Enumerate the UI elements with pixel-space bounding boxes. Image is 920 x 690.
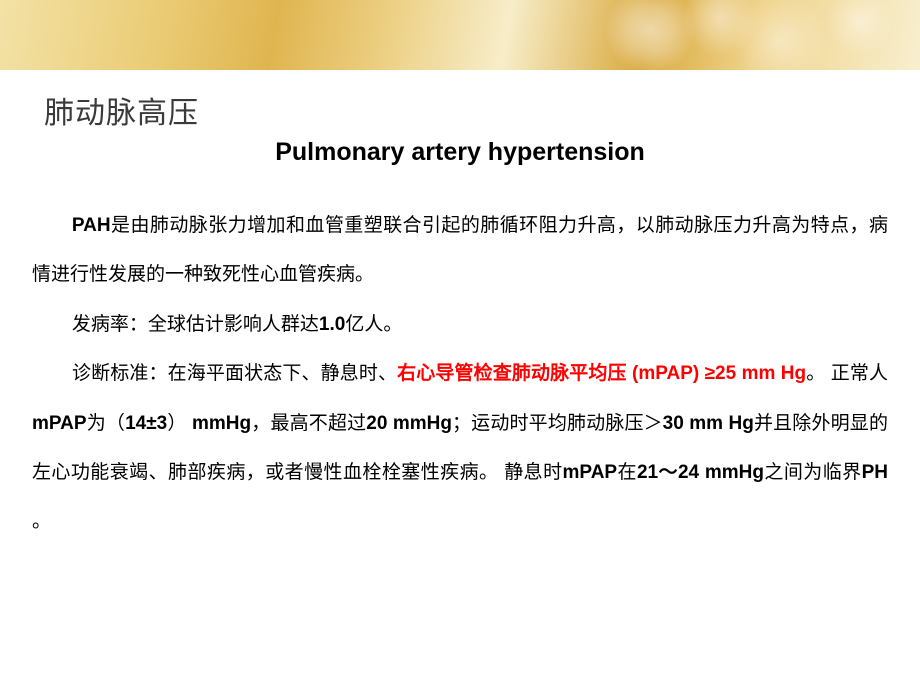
- text-definition: 是由肺动脉张力增加和血管重塑联合引起的肺循环阻力升高，以肺动脉压力升高为特点，病…: [32, 215, 888, 285]
- value-14-3: 14±3: [125, 413, 167, 434]
- text-diag-a: 诊断标准：在海平面状态下、静息时、: [72, 363, 397, 384]
- text-incidence-b: 亿人。: [345, 314, 402, 335]
- value-20mmhg: 20 mmHg: [366, 413, 452, 434]
- title-chinese: 肺动脉高压: [44, 88, 890, 132]
- text-incidence-a: 发病率：全球估计影响人群达: [72, 314, 319, 335]
- slide-content: 肺动脉高压 Pulmonary artery hypertension PAH是…: [0, 70, 920, 547]
- text-diag-h: 在: [617, 462, 637, 483]
- value-30mmhg: 30 mm Hg: [663, 413, 754, 434]
- text-diag-j: 。: [32, 511, 51, 532]
- highlight-mpap-criterion: 右心导管检查肺动脉平均压 (mPAP) ≥25 mm Hg: [397, 363, 806, 384]
- text-diag-f: ；运动时平均肺动脉压＞: [452, 413, 663, 434]
- term-mpap-2: mPAP: [563, 462, 618, 483]
- title-english: Pulmonary artery hypertension: [30, 138, 890, 167]
- unit-mmhg-1: mmHg: [192, 413, 251, 434]
- value-21-24: 21～24 mmHg: [637, 462, 764, 483]
- paragraph-incidence: 发病率：全球估计影响人群达1.0亿人。: [32, 300, 888, 349]
- term-ph: PH: [862, 462, 888, 483]
- term-mpap-1: mPAP: [32, 413, 87, 434]
- text-diag-d: ）: [167, 413, 192, 434]
- term-pah: PAH: [72, 215, 111, 236]
- paragraph-diagnosis: 诊断标准：在海平面状态下、静息时、右心导管检查肺动脉平均压 (mPAP) ≥25…: [32, 349, 888, 547]
- text-diag-e: ，最高不超过: [251, 413, 366, 434]
- text-diag-i: 之间为临界: [764, 462, 862, 483]
- num-population: 1.0: [319, 314, 345, 335]
- paragraph-definition: PAH是由肺动脉张力增加和血管重塑联合引起的肺循环阻力升高，以肺动脉压力升高为特…: [32, 201, 888, 300]
- text-diag-b: 。 正常人: [806, 363, 888, 384]
- decorative-banner: [0, 0, 920, 70]
- text-diag-c: 为（: [87, 413, 126, 434]
